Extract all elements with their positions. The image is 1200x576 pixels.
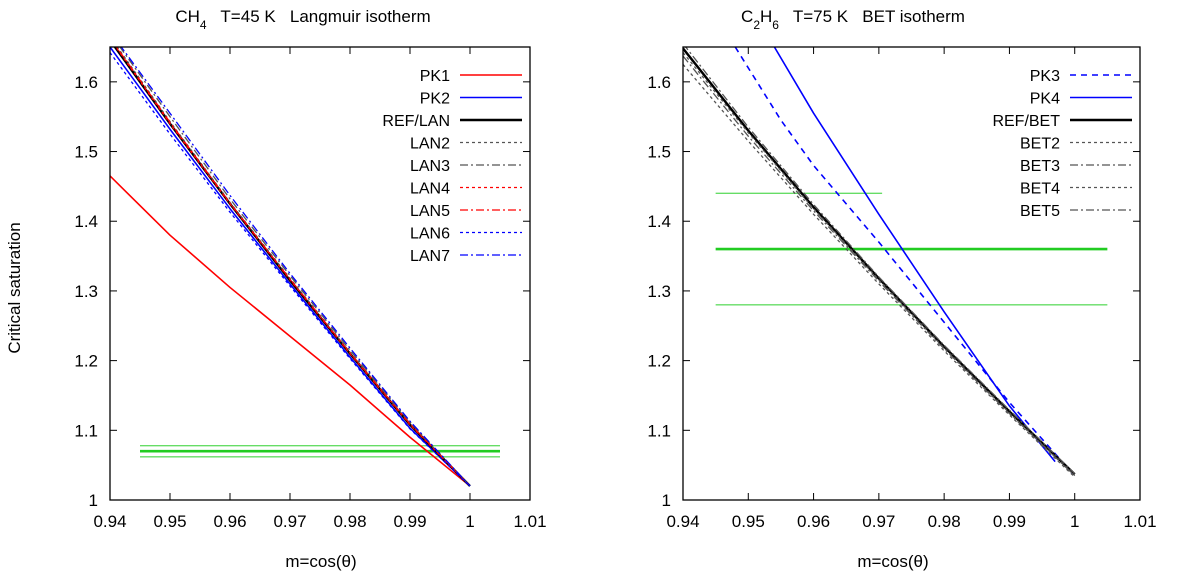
series-line-pk3 — [734, 47, 1076, 477]
x-tick-label: 0.94 — [93, 512, 126, 531]
series-line-ref-bet — [683, 47, 1076, 476]
chart-left-x-axis-label: m=cos(θ) — [285, 552, 356, 571]
legend-label: PK4 — [1030, 91, 1060, 108]
y-tick-label: 1.2 — [74, 352, 98, 371]
series-line-pk4 — [773, 47, 1056, 463]
x-tick-label: 0.97 — [273, 512, 306, 531]
x-tick-label: 0.95 — [153, 512, 186, 531]
series-line-bet3 — [684, 47, 1076, 474]
x-tick-label: 0.96 — [213, 512, 246, 531]
legend-label: LAN6 — [410, 226, 450, 243]
y-tick-label: 1.4 — [74, 212, 98, 231]
chart-left-frame — [109, 46, 531, 501]
y-tick-label: 1.6 — [74, 73, 98, 92]
x-tick-label: 1 — [1070, 512, 1079, 531]
x-tick-label: 0.99 — [393, 512, 426, 531]
y-tick-label: 1.4 — [647, 212, 671, 231]
x-tick-label: 0.97 — [862, 512, 895, 531]
y-axis-label: Critical saturation — [5, 222, 24, 353]
chart-right-frame — [682, 46, 1141, 501]
legend-label: LAN7 — [410, 248, 450, 265]
x-tick-label: 0.95 — [732, 512, 765, 531]
chart-right-x-axis-label: m=cos(θ) — [857, 552, 928, 571]
legend-label: REF/BET — [992, 113, 1060, 130]
series-line-bet5 — [683, 55, 1076, 477]
x-tick-label: 0.99 — [993, 512, 1026, 531]
chart-right-series — [683, 47, 1076, 478]
x-tick-label: 0.98 — [928, 512, 961, 531]
y-tick-label: 1.1 — [647, 421, 671, 440]
chart-right-title: C2H6 T=75 K BET isotherm — [741, 7, 965, 32]
chart-left-ch4-langmuir: CH4 T=45 K Langmuir isotherm 0.94 0.95 0.9… — [74, 7, 546, 571]
legend-label: LAN5 — [410, 203, 450, 220]
legend-label: LAN4 — [410, 181, 450, 198]
chart-left-title: CH4 T=45 K Langmuir isotherm — [175, 7, 430, 32]
chart-right-legend: PK3 PK4 REF/BET BET2 BET3 BET4 BET5 — [992, 68, 1132, 220]
legend-label: PK2 — [420, 91, 450, 108]
legend-label: PK3 — [1030, 68, 1060, 85]
y-tick-label: 1.5 — [647, 143, 671, 162]
y-tick-label: 1.1 — [74, 421, 98, 440]
legend-label: REF/LAN — [382, 113, 450, 130]
x-tick-label: 0.98 — [333, 512, 366, 531]
legend-label: LAN2 — [410, 136, 450, 153]
chart-left-series — [110, 47, 471, 487]
series-line-lan4 — [115, 47, 471, 487]
legend-label: BET2 — [1020, 136, 1060, 153]
chart-right-ticks: 0.94 0.95 0.96 0.97 0.98 0.99 1 1.01 1 1.1 1.2 1.3 1… — [647, 47, 1157, 531]
series-line-lan5 — [115, 47, 471, 487]
y-tick-label: 1 — [89, 491, 98, 510]
legend-label: BET5 — [1020, 203, 1060, 220]
series-line-lan6 — [110, 52, 471, 487]
chart-left-ticks: 0.94 0.95 0.96 0.97 0.98 0.99 1 1.01 1 1.1 1.2 1.3 1… — [74, 47, 547, 531]
y-tick-label: 1.5 — [74, 143, 98, 162]
y-tick-label: 1 — [662, 491, 671, 510]
x-tick-label: 0.94 — [666, 512, 699, 531]
y-tick-label: 1.6 — [647, 73, 671, 92]
y-tick-label: 1.3 — [647, 282, 671, 301]
legend-label: PK1 — [420, 68, 450, 85]
series-line-pk1 — [110, 175, 471, 487]
x-tick-label: 1 — [465, 512, 474, 531]
x-tick-label: 1.01 — [513, 512, 546, 531]
x-tick-label: 1.01 — [1123, 512, 1156, 531]
y-tick-label: 1.2 — [647, 352, 671, 371]
legend-label: LAN3 — [410, 158, 450, 175]
series-line-lan7 — [120, 47, 471, 487]
legend-label: BET3 — [1020, 158, 1060, 175]
legend-label: BET4 — [1020, 181, 1060, 198]
x-tick-label: 0.96 — [797, 512, 830, 531]
series-line-bet4 — [683, 63, 1076, 478]
chart-right-c2h6-bet: C2H6 T=75 K BET isotherm 0.94 0.95 0.96 0.9… — [647, 7, 1156, 571]
chart-left-legend: PK1 PK2 REF/LAN LAN2 LAN3 LAN4 LAN5 LAN6 LAN7 — [382, 68, 522, 265]
y-tick-label: 1.3 — [74, 282, 98, 301]
chart-left-reference-bands — [140, 444, 500, 458]
